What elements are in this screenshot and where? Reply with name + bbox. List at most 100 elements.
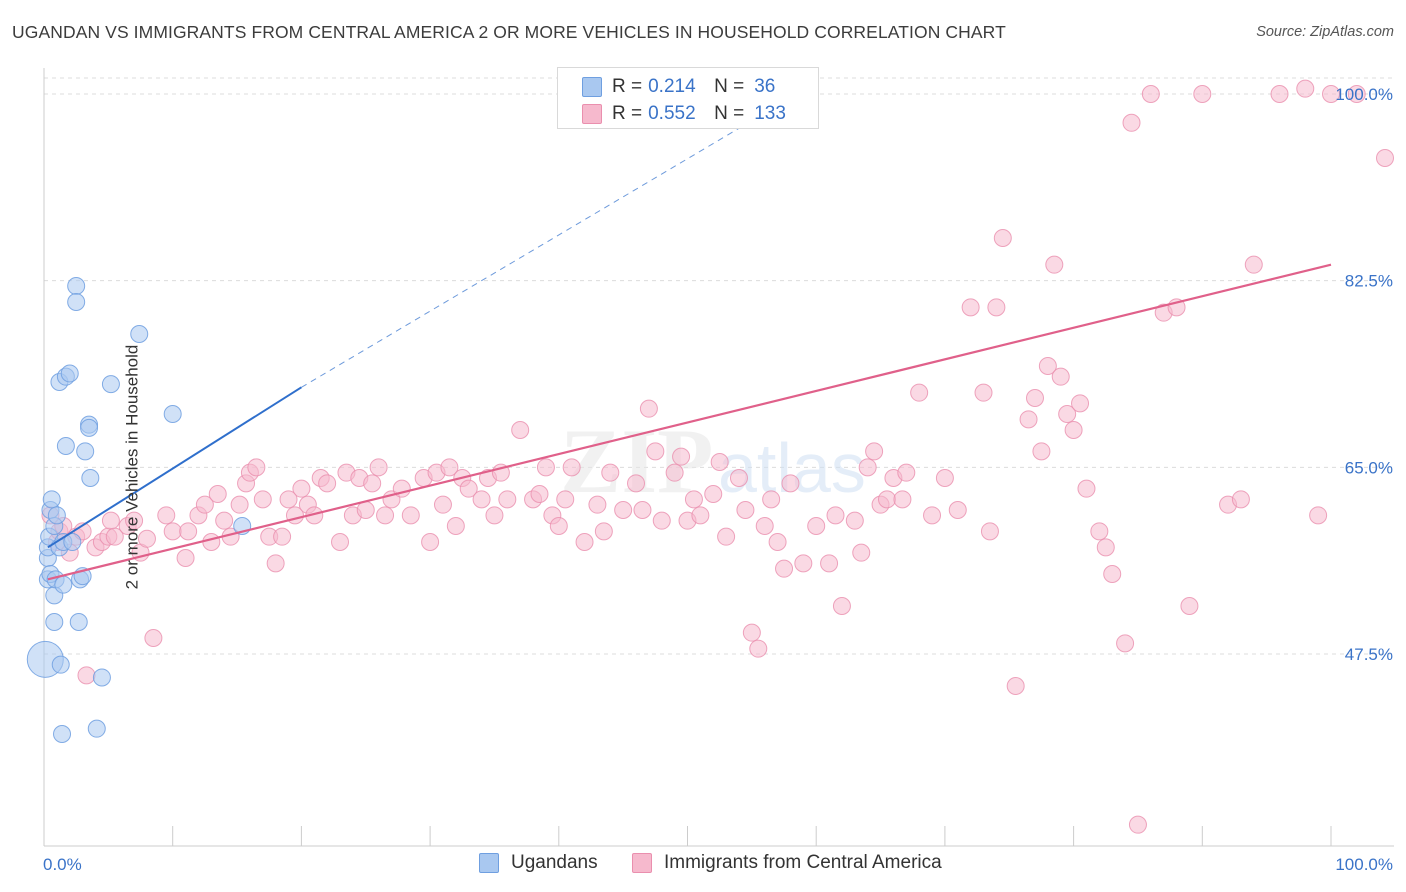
trend-line-ugandans	[47, 386, 302, 549]
y-axis-label: 2 or more Vehicles in Household	[122, 344, 142, 590]
data-point-central-america	[826, 506, 845, 525]
stats-swatch-blue	[582, 77, 602, 97]
data-point-ugandans	[87, 719, 106, 738]
stats-legend: R = 0.214 N = 36 R = 0.552 N = 133	[557, 67, 819, 129]
data-point-central-america	[1090, 522, 1109, 541]
r-value: 0.552	[648, 103, 696, 124]
data-point-central-america	[1032, 442, 1051, 461]
data-point-ugandans	[63, 533, 82, 551]
stats-row-ugandans: R = 0.214 N = 36	[582, 74, 775, 100]
legend-item-ugandans[interactable]: Ugandans	[479, 852, 598, 874]
data-point-central-america	[1347, 85, 1366, 103]
data-point-central-america	[1051, 367, 1070, 386]
data-point-central-america	[858, 458, 877, 477]
data-point-central-america	[279, 490, 298, 509]
data-point-central-america	[1193, 85, 1212, 103]
data-point-central-america	[845, 511, 864, 530]
data-point-central-america	[1077, 479, 1096, 498]
data-point-central-america	[717, 527, 736, 546]
data-point-central-america	[762, 490, 781, 509]
source-label: Source: ZipAtlas.com	[1256, 24, 1394, 40]
x-tick-label: 0.0%	[43, 855, 82, 874]
data-point-ugandans	[53, 725, 72, 743]
data-point-central-america	[318, 474, 337, 493]
data-point-ugandans	[163, 405, 182, 423]
legend-label: Immigrants from Central America	[664, 852, 942, 873]
axes	[43, 68, 1394, 847]
data-point-central-america	[704, 485, 723, 503]
n-label: N =	[714, 76, 745, 97]
data-point-central-america	[331, 533, 350, 551]
data-point-central-america	[459, 479, 478, 498]
data-point-central-america	[292, 479, 311, 498]
data-point-central-america	[485, 506, 504, 525]
data-point-central-america	[1025, 389, 1044, 407]
data-point-central-america	[556, 490, 575, 509]
legend-swatch-blue	[479, 853, 499, 873]
r-label: R =	[612, 103, 643, 124]
series-legend: Ugandans Immigrants from Central America	[0, 852, 1406, 878]
data-point-central-america	[1038, 357, 1057, 375]
data-point-central-america	[273, 527, 292, 546]
data-point-central-america	[1296, 79, 1315, 98]
data-point-central-america	[781, 474, 800, 493]
data-point-central-america	[144, 629, 163, 647]
data-point-central-america	[1309, 506, 1328, 525]
data-point-central-america	[401, 506, 420, 525]
data-point-ugandans	[92, 668, 111, 687]
data-point-central-america	[530, 485, 549, 503]
data-point-ugandans	[60, 364, 79, 383]
data-point-central-america	[601, 463, 620, 482]
data-point-central-america	[691, 506, 710, 525]
data-point-central-america	[710, 453, 729, 471]
data-point-central-america	[768, 533, 787, 551]
data-point-central-america	[498, 490, 517, 509]
data-point-central-america	[897, 463, 916, 482]
trend-lines	[47, 120, 1332, 581]
data-point-central-america	[646, 442, 665, 461]
series-ugandans	[26, 277, 252, 743]
stats-row-central-america: R = 0.552 N = 133	[582, 101, 786, 127]
data-point-central-america	[588, 495, 607, 514]
data-point-central-america	[356, 501, 375, 519]
data-point-central-america	[230, 495, 249, 514]
data-point-central-america	[1096, 538, 1115, 557]
data-point-central-america	[247, 458, 266, 477]
data-point-central-america	[1128, 815, 1147, 834]
data-point-central-america	[433, 495, 452, 514]
data-point-central-america	[1270, 85, 1289, 103]
data-point-central-america	[1141, 85, 1160, 103]
data-point-central-america	[865, 442, 884, 461]
data-point-ugandans	[81, 469, 100, 487]
data-point-central-america	[1019, 410, 1038, 429]
data-point-central-america	[672, 447, 691, 466]
data-point-central-america	[665, 463, 684, 482]
n-label: N =	[714, 103, 745, 124]
data-point-central-america	[980, 522, 999, 541]
data-point-central-america	[101, 511, 120, 530]
data-point-central-america	[1058, 405, 1077, 423]
data-point-central-america	[935, 469, 954, 487]
legend-item-central-america[interactable]: Immigrants from Central America	[632, 852, 942, 874]
data-point-central-america	[614, 501, 633, 519]
n-value: 133	[754, 103, 786, 124]
data-point-central-america	[195, 495, 214, 514]
data-point-central-america	[1231, 490, 1250, 509]
r-label: R =	[612, 76, 643, 97]
data-point-central-america	[775, 559, 794, 578]
watermark-atlas: atlas	[718, 429, 866, 507]
trend-line-central-america	[47, 263, 1332, 581]
data-point-central-america	[742, 623, 761, 642]
data-point-central-america	[202, 533, 221, 551]
data-point-central-america	[266, 554, 285, 573]
data-point-central-america	[627, 474, 646, 493]
data-point-central-america	[1103, 565, 1122, 583]
data-point-ugandans	[51, 655, 70, 674]
data-point-central-america	[736, 501, 755, 519]
data-point-central-america	[125, 511, 144, 530]
data-point-central-america	[755, 517, 774, 535]
data-point-central-america	[1064, 421, 1083, 439]
data-point-central-america	[511, 421, 530, 439]
data-point-central-america	[1180, 597, 1199, 615]
data-point-central-america	[684, 490, 703, 509]
